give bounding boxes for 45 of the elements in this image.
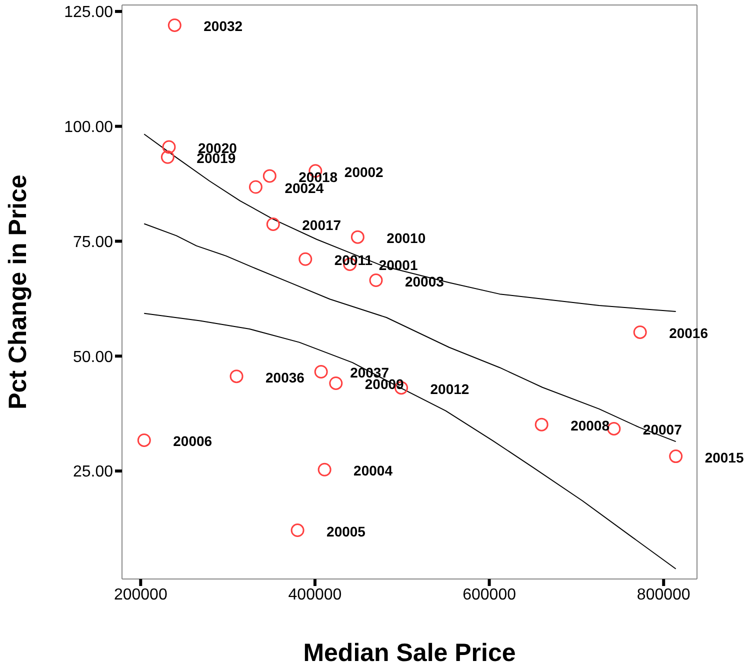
- point: [350, 230, 364, 244]
- annotation: 20012: [430, 380, 470, 397]
- point: [230, 370, 244, 384]
- x-tick-label: 600000: [462, 586, 516, 604]
- annotation: 20005: [326, 523, 366, 540]
- point: [262, 169, 276, 183]
- x-tick-label: 800000: [636, 586, 690, 604]
- annotation: 20036: [266, 369, 305, 386]
- y-tick-label: 50.00: [72, 348, 114, 366]
- y-tick-label: 125.00: [64, 4, 114, 22]
- point: [266, 217, 280, 231]
- annotation: 20015: [704, 449, 744, 466]
- annotation: 20004: [354, 462, 393, 479]
- annotation: 20001: [378, 257, 418, 274]
- annotation: 20010: [386, 230, 426, 246]
- x-tick-label: 200000: [114, 586, 168, 604]
- x-tick-label: 400000: [288, 586, 342, 604]
- point: [318, 462, 332, 476]
- x-axis-title: Median Sale Price: [303, 639, 516, 667]
- annotation: 20032: [204, 18, 243, 34]
- point: [160, 150, 174, 164]
- annotation: 20007: [642, 422, 682, 438]
- point: [314, 364, 328, 378]
- annotation: 20006: [173, 433, 212, 450]
- point: [290, 524, 304, 538]
- point: [534, 418, 548, 432]
- y-tick-label: 100.00: [64, 119, 114, 136]
- point: [248, 180, 262, 194]
- annotation: 20016: [669, 325, 708, 342]
- point: [162, 140, 176, 154]
- y-tick-label: 75.00: [72, 234, 114, 251]
- annotation: 20008: [570, 418, 610, 434]
- point: [168, 18, 182, 32]
- point: [329, 376, 343, 390]
- point: [669, 450, 683, 464]
- annotation: 20002: [344, 164, 384, 180]
- annotation: 20003: [404, 273, 444, 290]
- point: [298, 252, 312, 266]
- point: [633, 325, 647, 339]
- annotation: 20017: [302, 217, 342, 234]
- line-series: [144, 134, 676, 312]
- point: [137, 433, 151, 447]
- y-axis-title: Pct Change in Price: [4, 174, 32, 410]
- point: [369, 274, 383, 288]
- y-tick-label: 25.00: [72, 464, 114, 481]
